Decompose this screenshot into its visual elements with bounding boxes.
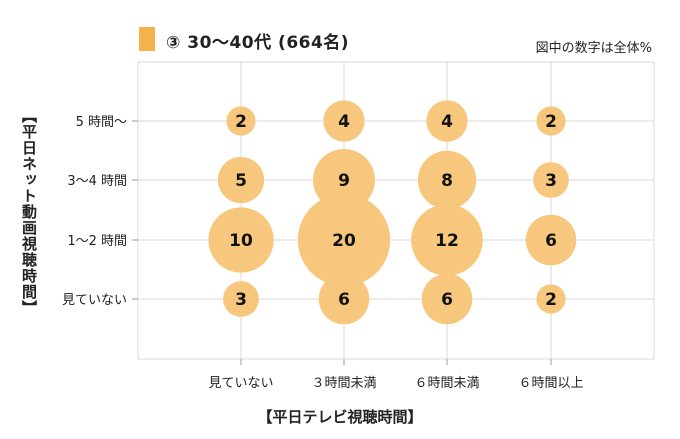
bubble <box>536 106 566 136</box>
y-axis-title: 【平日ネット動画視聴時間】 <box>20 108 38 316</box>
bubble-value-label: 3 <box>545 171 557 191</box>
bubble-value-label: 8 <box>441 171 453 191</box>
bubble-value-label: 5 <box>235 171 247 191</box>
bubble <box>297 193 391 287</box>
bubble <box>318 273 370 325</box>
bubble-value-label: 2 <box>545 290 557 310</box>
bubble <box>536 284 566 314</box>
legend-label: ③ 30〜40代 (664名) <box>166 33 350 53</box>
bubble <box>313 149 375 211</box>
bubble-value-label: 6 <box>441 290 453 310</box>
bubble-value-label: 3 <box>235 290 247 310</box>
x-tick-label: ６時間以上 <box>518 376 583 391</box>
bubble <box>525 214 577 266</box>
plot-frame <box>137 61 655 360</box>
bubble <box>533 162 569 198</box>
bubble-value-label: 4 <box>441 112 453 132</box>
bubble <box>417 150 477 210</box>
bubble-value-label: 20 <box>332 231 356 251</box>
x-tick-label: 見ていない <box>208 376 273 391</box>
chart-note: 図中の数字は全体% <box>535 41 652 56</box>
x-tick-label: ３時間未満 <box>311 376 376 391</box>
y-tick-label: 5 時間〜 <box>76 115 127 130</box>
bubble <box>411 204 483 276</box>
bubble-value-label: 9 <box>338 171 350 191</box>
bubble-value-label: 2 <box>545 112 557 132</box>
y-tick-label: 見ていない <box>62 293 127 308</box>
x-tick-label: ６時間未満 <box>414 376 479 391</box>
bubble-value-label: 2 <box>235 112 247 132</box>
bubble <box>226 106 256 136</box>
x-axis-title: 【平日テレビ視聴時間】 <box>257 408 423 426</box>
bubble <box>208 207 274 273</box>
bubble <box>217 156 265 204</box>
bubble-value-label: 4 <box>338 112 350 132</box>
y-tick-label: 1〜2 時間 <box>67 234 127 249</box>
bubble <box>426 100 468 142</box>
bubble <box>323 100 365 142</box>
bubble-value-label: 10 <box>229 231 253 251</box>
bubble-value-label: 6 <box>338 290 350 310</box>
bubble <box>223 281 259 317</box>
bubble-value-label: 6 <box>545 231 557 251</box>
legend-swatch <box>139 27 155 51</box>
bubble <box>421 273 473 325</box>
y-tick-label: 3〜4 時間 <box>67 174 127 189</box>
bubble-value-label: 12 <box>435 231 459 251</box>
